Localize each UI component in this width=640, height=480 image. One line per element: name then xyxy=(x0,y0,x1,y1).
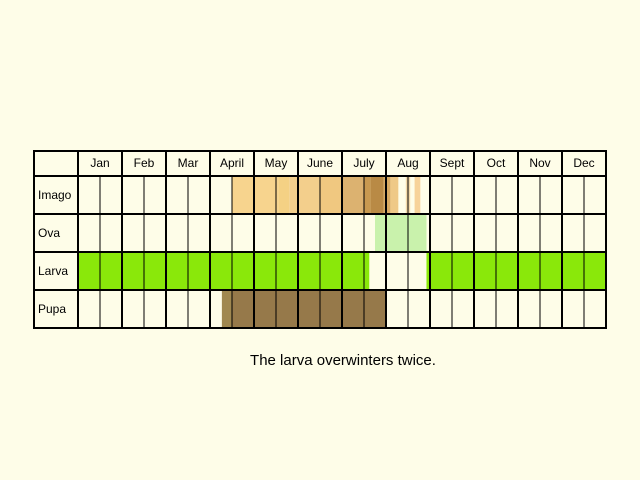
stage-label-pupa: Pupa xyxy=(38,302,66,316)
larva-bar-segment xyxy=(78,252,370,290)
stage-label-larva: Larva xyxy=(38,264,68,278)
month-label: Feb xyxy=(134,156,155,170)
imago-bar-segment xyxy=(232,176,279,214)
grid-labels: Jan Feb Mar April May June July Aug Sept Oct Nov De… xyxy=(38,156,595,316)
month-label: June xyxy=(307,156,333,170)
imago-bar-segment xyxy=(320,176,342,214)
month-label: Jan xyxy=(90,156,109,170)
month-label: Oct xyxy=(487,156,506,170)
month-label: Sept xyxy=(440,156,465,170)
ova-bar-segment xyxy=(375,214,427,252)
month-label: Nov xyxy=(529,156,550,170)
calendar-grid xyxy=(33,150,607,329)
pupa-bar-segment xyxy=(221,290,232,328)
month-label: Dec xyxy=(573,156,594,170)
month-label: Mar xyxy=(178,156,199,170)
stage-label-ova: Ova xyxy=(38,226,60,240)
month-label: Aug xyxy=(397,156,418,170)
month-label: April xyxy=(220,156,244,170)
imago-bar-segment xyxy=(289,176,320,214)
imago-bar-segment xyxy=(414,176,421,214)
larva-bar-segment xyxy=(426,252,606,290)
pupa-bar-segment xyxy=(232,290,386,328)
imago-bar-segment xyxy=(383,176,391,214)
month-label: July xyxy=(353,156,374,170)
imago-bar-segment xyxy=(278,176,290,214)
imago-bar-segment xyxy=(342,176,364,214)
month-label: May xyxy=(265,156,288,170)
stage-label-imago: Imago xyxy=(38,188,72,202)
imago-bar-segment xyxy=(364,176,371,214)
caption: The larva overwinters twice. xyxy=(250,352,436,369)
imago-bar-segment xyxy=(390,176,399,214)
imago-bar-segment xyxy=(370,176,384,214)
